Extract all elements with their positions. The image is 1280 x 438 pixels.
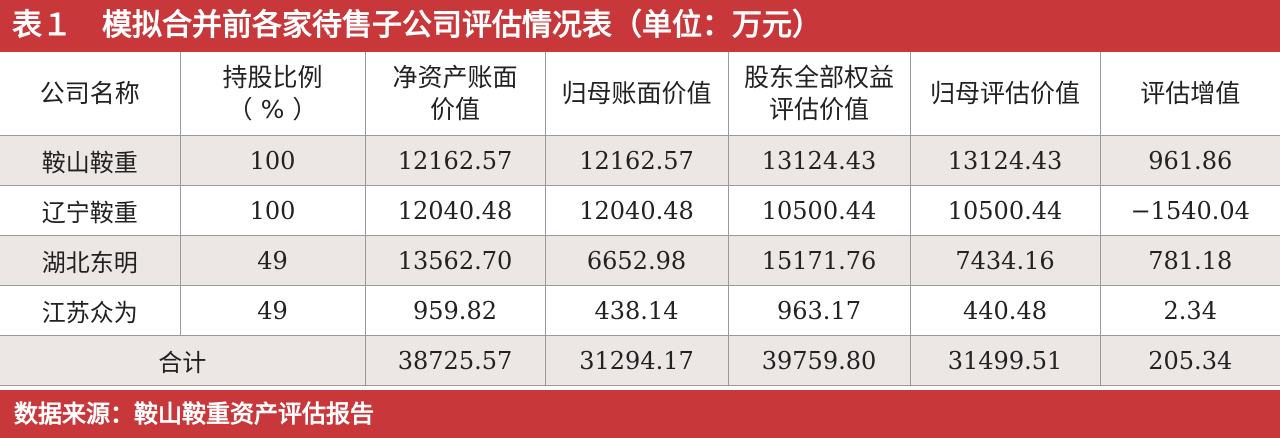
total-cell: 205.34 <box>1099 335 1280 386</box>
cell: 438.14 <box>544 285 729 336</box>
column-header: 持股比例（ % ） <box>179 52 366 136</box>
table-title: 表１ 模拟合并前各家待售子公司评估情况表（单位：万元） <box>0 0 1280 52</box>
cell: 961.86 <box>1099 135 1280 186</box>
cell: 13124.43 <box>909 135 1101 186</box>
header-row: 公司名称 持股比例（ % ）净资产账面 价值 归母账面价值 股东全部权益 评估价值 归母评估… <box>0 52 1280 136</box>
total-label: 合计 <box>0 335 366 386</box>
cell: 100 <box>179 185 366 236</box>
data-row: 江苏众为 49 959.82 438.14 963.17 440.48 2.34 <box>0 285 1280 336</box>
company-name: 辽宁鞍重 <box>0 185 181 236</box>
cell: 7434.16 <box>909 235 1101 286</box>
column-header: 归母账面价值 <box>544 52 729 136</box>
cell: 959.82 <box>364 285 546 336</box>
column-header: 归母评估价值 <box>909 52 1101 136</box>
cell: 10500.44 <box>727 185 911 236</box>
header-line: 评估价值 <box>768 94 869 124</box>
cell: 963.17 <box>727 285 911 336</box>
cell: 6652.98 <box>544 235 729 286</box>
cell: 12162.57 <box>544 135 729 186</box>
cell: 100 <box>179 135 366 186</box>
column-header: 公司名称 <box>0 52 181 136</box>
header-line: 评估增值 <box>1140 78 1241 108</box>
data-table: 公司名称 持股比例（ % ）净资产账面 价值 归母账面价值 股东全部权益 评估价值 归母评估… <box>0 52 1280 386</box>
header-line: 股东全部权益 <box>743 62 894 92</box>
data-row: 湖北东明 49 13562.70 6652.98 15171.76 7434.16 781.… <box>0 235 1280 286</box>
company-name: 鞍山鞍重 <box>0 135 181 186</box>
column-header: 股东全部权益 评估价值 <box>727 52 911 136</box>
header-line: 持股比例 <box>222 62 323 92</box>
cell: 49 <box>179 285 366 336</box>
cell: −1540.04 <box>1099 185 1280 236</box>
total-cell: 38725.57 <box>364 335 546 386</box>
header-line: （ % ） <box>227 94 318 124</box>
column-header: 评估增值 <box>1099 52 1280 136</box>
header-line: 归母评估价值 <box>929 78 1080 108</box>
data-row: 辽宁鞍重 100 12040.48 12040.48 10500.44 10500.44−… <box>0 185 1280 236</box>
total-cell: 31294.17 <box>544 335 729 386</box>
data-row: 鞍山鞍重 100 12162.57 12162.57 13124.43 13124.43 9… <box>0 135 1280 186</box>
company-name: 江苏众为 <box>0 285 181 336</box>
cell: 2.34 <box>1099 285 1280 336</box>
cell: 12040.48 <box>364 185 546 236</box>
total-cell: 31499.51 <box>909 335 1101 386</box>
header-line: 价值 <box>429 94 480 124</box>
cell: 12040.48 <box>544 185 729 236</box>
cell: 15171.76 <box>727 235 911 286</box>
company-name: 湖北东明 <box>0 235 181 286</box>
cell: 13124.43 <box>727 135 911 186</box>
column-header: 净资产账面 价值 <box>364 52 546 136</box>
header-line: 公司名称 <box>39 78 140 108</box>
source-note: 数据来源：鞍山鞍重资产评估报告 <box>0 390 1280 438</box>
cell: 49 <box>179 235 366 286</box>
total-row: 合计 38725.57 31294.17 39759.80 31499.51 205.34 <box>0 335 1280 386</box>
cell: 440.48 <box>909 285 1101 336</box>
header-line: 归母账面价值 <box>561 78 712 108</box>
table-body: 鞍山鞍重 100 12162.57 12162.57 13124.43 13124.43 9… <box>0 135 1280 386</box>
header-line: 净资产账面 <box>392 62 518 92</box>
total-cell: 39759.80 <box>727 335 911 386</box>
cell: 781.18 <box>1099 235 1280 286</box>
cell: 13562.70 <box>364 235 546 286</box>
cell: 12162.57 <box>364 135 546 186</box>
cell: 10500.44 <box>909 185 1101 236</box>
